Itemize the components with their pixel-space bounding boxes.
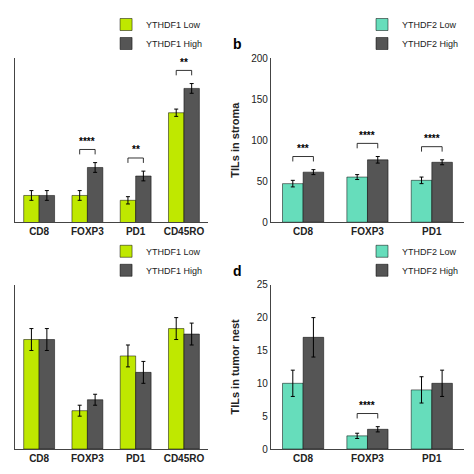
svg-text:FOXP3: FOXP3: [71, 226, 104, 237]
svg-text:b: b: [233, 36, 242, 52]
svg-text:PD1: PD1: [422, 226, 442, 237]
svg-text:CD45RO: CD45RO: [164, 226, 205, 237]
svg-text:CD8: CD8: [29, 226, 49, 237]
svg-text:****: ****: [424, 133, 440, 144]
svg-text:0: 0: [262, 217, 268, 228]
svg-text:CD45RO: CD45RO: [164, 453, 205, 464]
svg-text:20: 20: [257, 312, 269, 323]
svg-text:PD1: PD1: [126, 226, 146, 237]
svg-text:YTHDF2 High: YTHDF2 High: [402, 39, 458, 49]
svg-text:CD8: CD8: [293, 453, 313, 464]
svg-text:25: 25: [257, 279, 269, 290]
svg-text:****: ****: [359, 130, 375, 141]
svg-text:****: ****: [79, 136, 95, 147]
svg-text:PD1: PD1: [422, 453, 442, 464]
svg-text:5: 5: [262, 411, 268, 422]
svg-text:CD8: CD8: [293, 226, 313, 237]
svg-text:YTHDF1 Low: YTHDF1 Low: [146, 20, 201, 30]
svg-text:**: **: [180, 57, 188, 68]
svg-text:200: 200: [251, 53, 268, 64]
svg-text:CD8: CD8: [29, 453, 49, 464]
svg-text:0: 0: [262, 444, 268, 455]
svg-text:****: ****: [359, 400, 375, 411]
svg-text:PD1: PD1: [126, 453, 146, 464]
svg-text:50: 50: [257, 176, 269, 187]
svg-text:FOXP3: FOXP3: [351, 453, 384, 464]
svg-text:FOXP3: FOXP3: [71, 453, 104, 464]
svg-text:YTHDF2 Low: YTHDF2 Low: [402, 20, 457, 30]
svg-text:YTHDF2 High: YTHDF2 High: [402, 266, 458, 276]
svg-text:YTHDF1 Low: YTHDF1 Low: [146, 247, 201, 257]
svg-text:YTHDF1 High: YTHDF1 High: [146, 39, 202, 49]
svg-text:TILs in stroma: TILs in stroma: [229, 102, 241, 178]
svg-text:15: 15: [257, 345, 269, 356]
svg-text:10: 10: [257, 378, 269, 389]
svg-text:150: 150: [251, 94, 268, 105]
svg-text:YTHDF2 Low: YTHDF2 Low: [402, 247, 457, 257]
svg-text:100: 100: [251, 135, 268, 146]
svg-text:d: d: [233, 263, 242, 279]
svg-text:FOXP3: FOXP3: [351, 226, 384, 237]
svg-text:YTHDF1 High: YTHDF1 High: [146, 266, 202, 276]
svg-text:TILs in tumor nest: TILs in tumor nest: [229, 319, 241, 415]
svg-text:***: ***: [297, 143, 309, 154]
svg-text:**: **: [132, 144, 140, 155]
